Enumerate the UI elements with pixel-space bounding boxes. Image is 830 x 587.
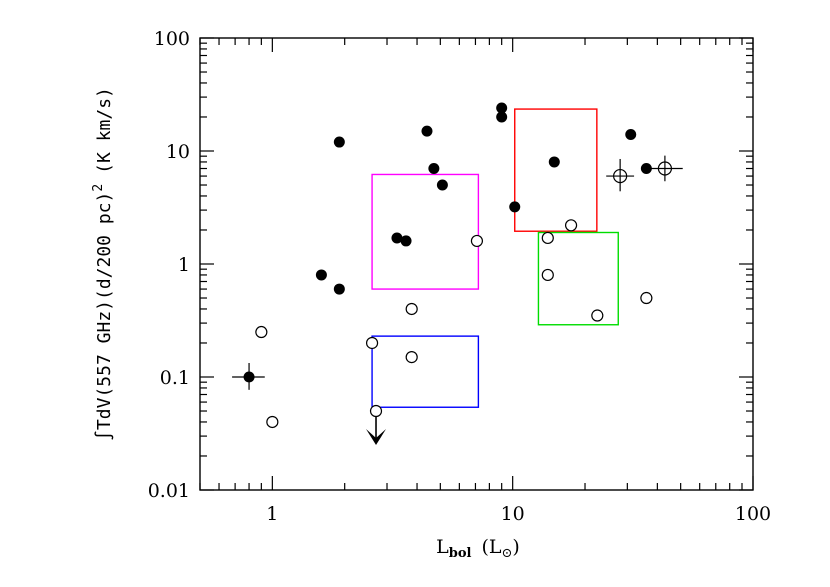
- x-axis-label: Lbol (L⊙): [436, 536, 520, 561]
- data-point-filled: [428, 163, 440, 175]
- data-point-open: [405, 351, 418, 364]
- x-axis-label-main: L: [436, 536, 449, 558]
- x-tick-label: 10: [501, 503, 525, 525]
- y-tick-label: 0.1: [160, 367, 190, 389]
- upper-limit-arrow-head: [366, 429, 387, 446]
- data-point-filled: [436, 179, 448, 191]
- plot-frame: [199, 37, 754, 491]
- x-axis-label-unit-close: ): [512, 536, 519, 558]
- data-point-open: [470, 234, 484, 248]
- y-tick-label: 1: [178, 254, 190, 276]
- y-axis-label-sup: 2: [91, 184, 106, 192]
- data-point-filled: [509, 201, 521, 213]
- y-tick-label: 100: [154, 28, 190, 50]
- data-point-filled: [243, 371, 255, 383]
- data-point-open: [564, 219, 578, 232]
- data-point-filled: [400, 235, 412, 247]
- y-tick-label: 10: [166, 141, 190, 163]
- x-axis-label-sub: bol: [449, 546, 472, 561]
- data-point-open: [640, 291, 653, 305]
- region-box: [537, 231, 619, 326]
- data-point-filled: [548, 156, 560, 168]
- y-tick-label: 0.01: [148, 480, 190, 502]
- y-axis-label-unit: (K km/s): [94, 87, 115, 174]
- data-point-filled: [625, 128, 637, 140]
- data-point-open: [266, 415, 279, 429]
- x-tick-label: 100: [735, 503, 771, 525]
- region-box: [371, 173, 480, 290]
- region-boxes: [371, 108, 619, 408]
- data-point-filled: [421, 125, 433, 137]
- data-point-filled: [391, 232, 403, 244]
- x-axis-label-unit-open: (L: [481, 536, 501, 558]
- data-points: [232, 102, 683, 446]
- axis-ticks: 1 10 100 0.01 0.1 1 10 100: [148, 28, 771, 525]
- x-axis-label-unit-sub: ⊙: [502, 546, 513, 561]
- data-point-filled: [315, 269, 327, 281]
- region-box: [371, 335, 480, 408]
- data-point-open: [541, 231, 554, 245]
- y-axis-label-main: ∫TdV(557 GHz)(d/200 pc): [94, 192, 115, 441]
- x-tick-label: 1: [266, 503, 278, 525]
- region-box: [514, 108, 598, 232]
- data-point-filled: [333, 136, 345, 148]
- data-point-filled: [496, 102, 508, 114]
- y-axis-label: ∫TdV(557 GHz)(d/200 pc)2 (K km/s): [91, 87, 115, 441]
- data-point-open: [405, 302, 418, 316]
- data-point-filled: [496, 111, 508, 123]
- data-point-open: [591, 309, 604, 322]
- data-point-open: [369, 404, 383, 418]
- data-point-open: [365, 336, 379, 350]
- data-point-filled: [333, 283, 345, 295]
- data-point-open: [541, 268, 554, 282]
- data-point-open: [255, 325, 268, 339]
